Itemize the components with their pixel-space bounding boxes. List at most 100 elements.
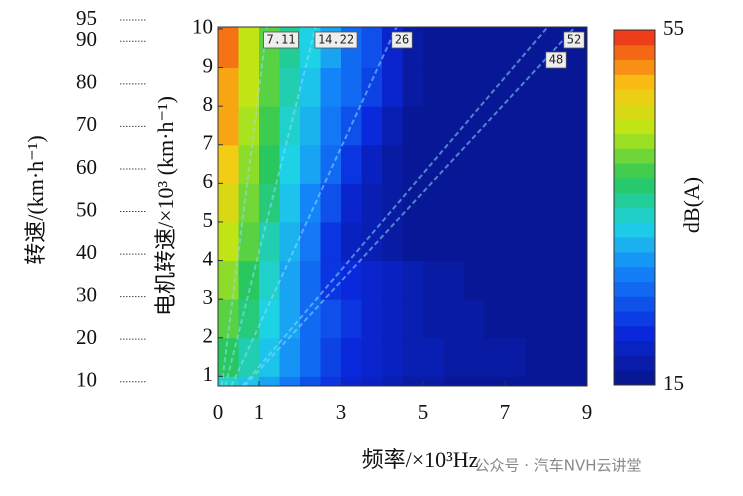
heat-cell — [484, 183, 506, 223]
heat-cell — [402, 221, 424, 262]
colorbar-step — [614, 30, 655, 46]
heat-cell — [259, 260, 280, 300]
heat-cell — [300, 144, 321, 184]
y2-tick-label: 95 — [76, 6, 97, 30]
heat-cell — [279, 221, 301, 262]
heat-cell — [546, 299, 567, 339]
heat-cell — [361, 106, 383, 146]
heat-cell — [505, 260, 526, 300]
heat-cell — [484, 67, 506, 107]
colorbar-step — [614, 44, 655, 61]
heat-cell — [341, 144, 362, 184]
heat-cell — [341, 260, 362, 300]
heat-cell — [341, 67, 362, 107]
order-label: 48 — [549, 53, 563, 67]
heat-cell — [443, 144, 465, 184]
heat-cell — [546, 260, 567, 300]
heat-cell — [279, 144, 301, 184]
colorbar-step — [614, 311, 655, 327]
heat-cell — [505, 221, 526, 262]
heat-cell — [464, 221, 485, 262]
heat-cell — [259, 67, 280, 107]
heat-cell — [259, 299, 280, 339]
heat-cell — [505, 144, 526, 184]
y-axis-label: 电机转速/×10³ (km·h⁻¹) — [153, 96, 178, 316]
heat-cell — [566, 106, 588, 146]
order-line — [243, 26, 576, 387]
x-tick-label: 1 — [254, 400, 265, 424]
heat-cell — [402, 67, 424, 107]
heat-cell — [279, 183, 301, 223]
heat-cell — [443, 221, 465, 262]
heat-cell — [484, 376, 506, 387]
heat-cell — [402, 337, 424, 377]
heat-cell — [320, 221, 342, 262]
heat-cell — [320, 376, 342, 387]
heat-cell — [259, 221, 280, 262]
heat-cell — [484, 337, 506, 377]
colorbar-step — [614, 296, 655, 312]
colorbar-step — [614, 222, 655, 238]
heat-cell — [361, 376, 383, 387]
heat-cell — [238, 299, 260, 339]
colorbar-label: dB(A) — [679, 177, 704, 233]
heat-cell — [300, 67, 321, 107]
heat-cell — [484, 221, 506, 262]
heat-cell — [464, 183, 485, 223]
heat-cell — [218, 221, 239, 262]
colorbar-step — [614, 340, 655, 356]
heat-cell — [320, 299, 342, 339]
heat-cell — [566, 337, 588, 377]
heat-cell — [361, 27, 383, 69]
heat-cell — [382, 260, 403, 300]
heat-cell — [382, 221, 403, 262]
heat-cell — [361, 299, 383, 339]
heat-cell — [320, 67, 342, 107]
heat-cell — [300, 376, 321, 387]
heat-cell — [484, 106, 506, 146]
order-label: 52 — [567, 33, 581, 47]
heat-cell — [361, 260, 383, 300]
heat-cell — [423, 221, 444, 262]
heat-cell — [546, 376, 567, 387]
heat-cell — [423, 106, 444, 146]
heat-cell — [443, 260, 465, 300]
colorbar-step — [614, 74, 655, 90]
heat-cell — [218, 299, 239, 339]
heat-cell — [423, 260, 444, 300]
heat-cell — [525, 106, 547, 146]
y-tick-label: 2 — [203, 324, 214, 348]
colorbar-step — [614, 163, 655, 179]
heat-cell — [259, 106, 280, 146]
heat-cell — [259, 376, 280, 387]
heat-cell — [484, 299, 506, 339]
heat-cell — [259, 337, 280, 377]
heat-cell — [566, 221, 588, 262]
heat-cell — [546, 67, 567, 107]
y2-tick-label: 70 — [76, 112, 97, 136]
heat-cell — [279, 260, 301, 300]
heat-cell — [402, 376, 424, 387]
heat-cell — [505, 299, 526, 339]
heat-cell — [443, 299, 465, 339]
colorbar-step — [614, 325, 655, 342]
heat-cell — [238, 183, 260, 223]
heat-cell — [361, 67, 383, 107]
heat-cell — [484, 260, 506, 300]
heat-cell — [361, 183, 383, 223]
heat-cell — [341, 106, 362, 146]
heat-cell — [525, 260, 547, 300]
x-tick-label: 3 — [336, 400, 347, 424]
order-label: 26 — [395, 33, 409, 47]
heat-cell — [525, 183, 547, 223]
heat-cell — [259, 183, 280, 223]
heat-cell — [238, 67, 260, 107]
heat-cell — [382, 183, 403, 223]
heat-cell — [546, 183, 567, 223]
heat-cell — [402, 299, 424, 339]
heat-cell — [464, 27, 485, 69]
heat-cell — [505, 183, 526, 223]
heat-cell — [382, 376, 403, 387]
heat-cell — [423, 376, 444, 387]
order-line — [230, 26, 398, 387]
